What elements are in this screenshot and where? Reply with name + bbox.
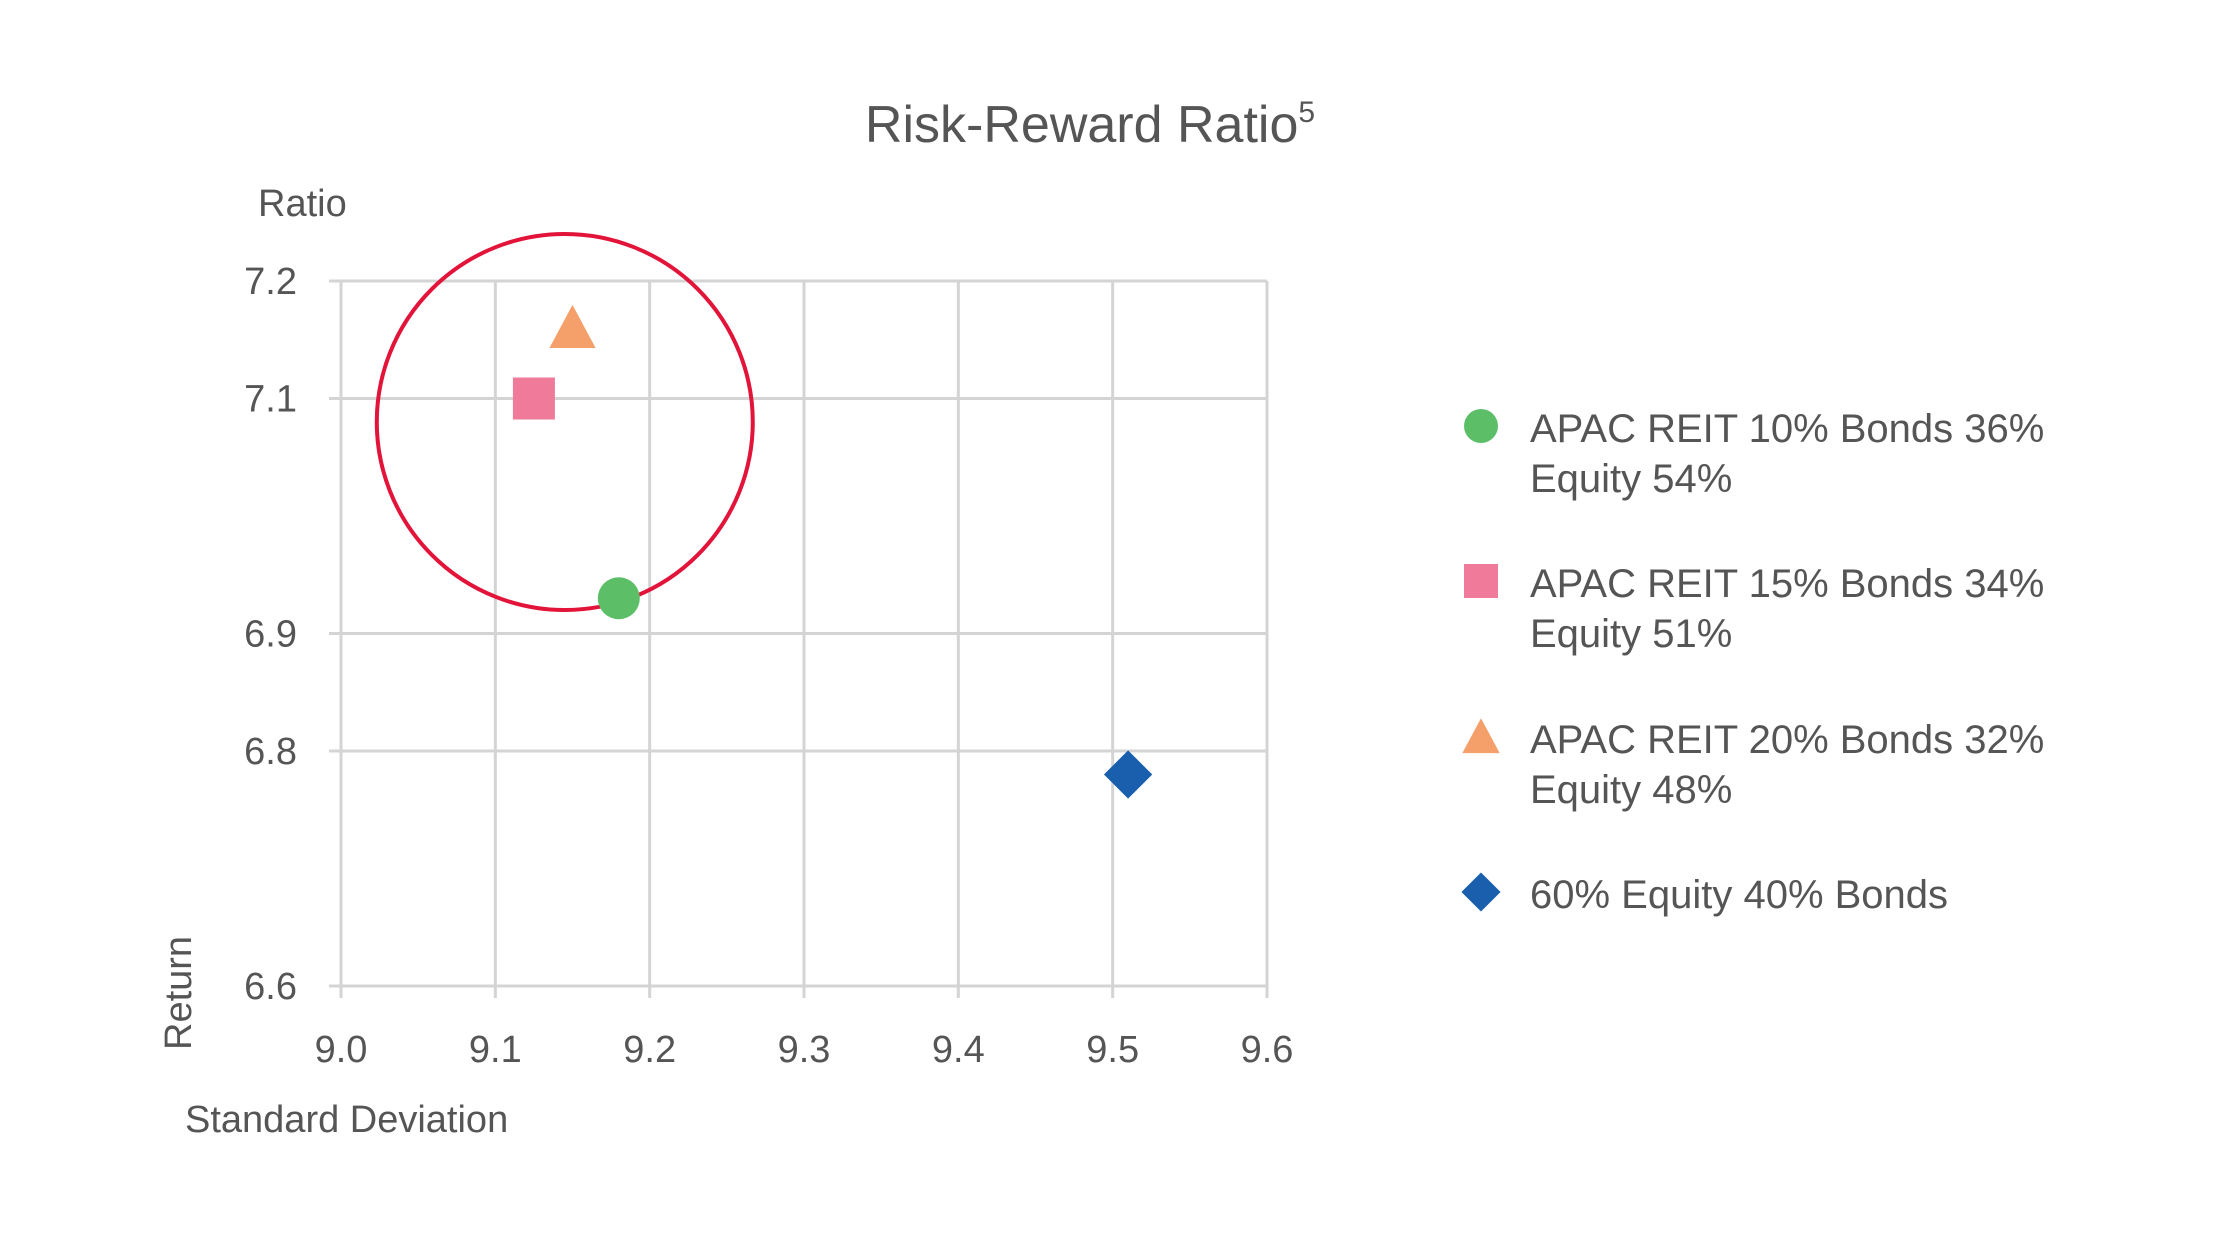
y-tick-label: 6.9: [244, 614, 297, 656]
x-tick-labels: 9.0 9.1 9.2 9.3 9.4 9.5 9.6: [315, 1029, 1294, 1071]
x-tick-label: 9.3: [778, 1029, 831, 1071]
highlight-circle-group: [374, 232, 755, 612]
point-triangle: [549, 304, 596, 348]
x-tick-label: 9.5: [1086, 1029, 1139, 1071]
data-points: [512, 304, 1153, 799]
x-axis-label: Standard Deviation: [185, 1099, 508, 1141]
legend-square-icon: [1464, 564, 1498, 598]
legend-triangle-icon: [1462, 718, 1500, 754]
y-tick-label: 7.1: [244, 379, 297, 421]
legend-label: APAC REIT 10% Bonds 36%: [1530, 407, 2044, 451]
legend: APAC REIT 10% Bonds 36% Equity 54% APAC RE…: [1461, 407, 2044, 917]
highlight-circle: [374, 232, 755, 612]
y-tick-label: 6.8: [244, 731, 297, 773]
point-square: [512, 377, 555, 420]
y-tick-labels: 6.6 6.8 6.9 7.1 7.2: [244, 261, 297, 1008]
x-tick-label: 9.2: [623, 1029, 676, 1071]
grid: [329, 279, 1269, 998]
legend-label: APAC REIT 15% Bonds 34%: [1530, 562, 2044, 606]
legend-circle-icon: [1464, 409, 1498, 443]
legend-label: 60% Equity 40% Bonds: [1530, 873, 1948, 917]
y-axis-label: Return: [158, 936, 200, 1050]
y-tick-label: 6.6: [244, 966, 297, 1008]
x-tick-label: 9.1: [469, 1029, 522, 1071]
legend-label: Equity 51%: [1530, 612, 1732, 656]
y-tick-label: 7.2: [244, 261, 297, 303]
x-tick-label: 9.4: [932, 1029, 985, 1071]
legend-label: APAC REIT 20% Bonds 32%: [1530, 718, 2044, 762]
legend-diamond-icon: [1461, 872, 1501, 912]
chart-title-text: Risk-Reward Ratio: [865, 96, 1298, 154]
x-tick-label: 9.6: [1241, 1029, 1294, 1071]
corner-label: Ratio: [258, 183, 347, 225]
point-diamond: [1103, 750, 1153, 799]
point-circle: [597, 577, 640, 620]
chart-title-superscript: 5: [1298, 96, 1315, 129]
chart-title: Risk-Reward Ratio5: [865, 96, 1315, 154]
x-tick-label: 9.0: [315, 1029, 368, 1071]
legend-label: Equity 48%: [1530, 768, 1732, 812]
legend-label: Equity 54%: [1530, 457, 1732, 501]
